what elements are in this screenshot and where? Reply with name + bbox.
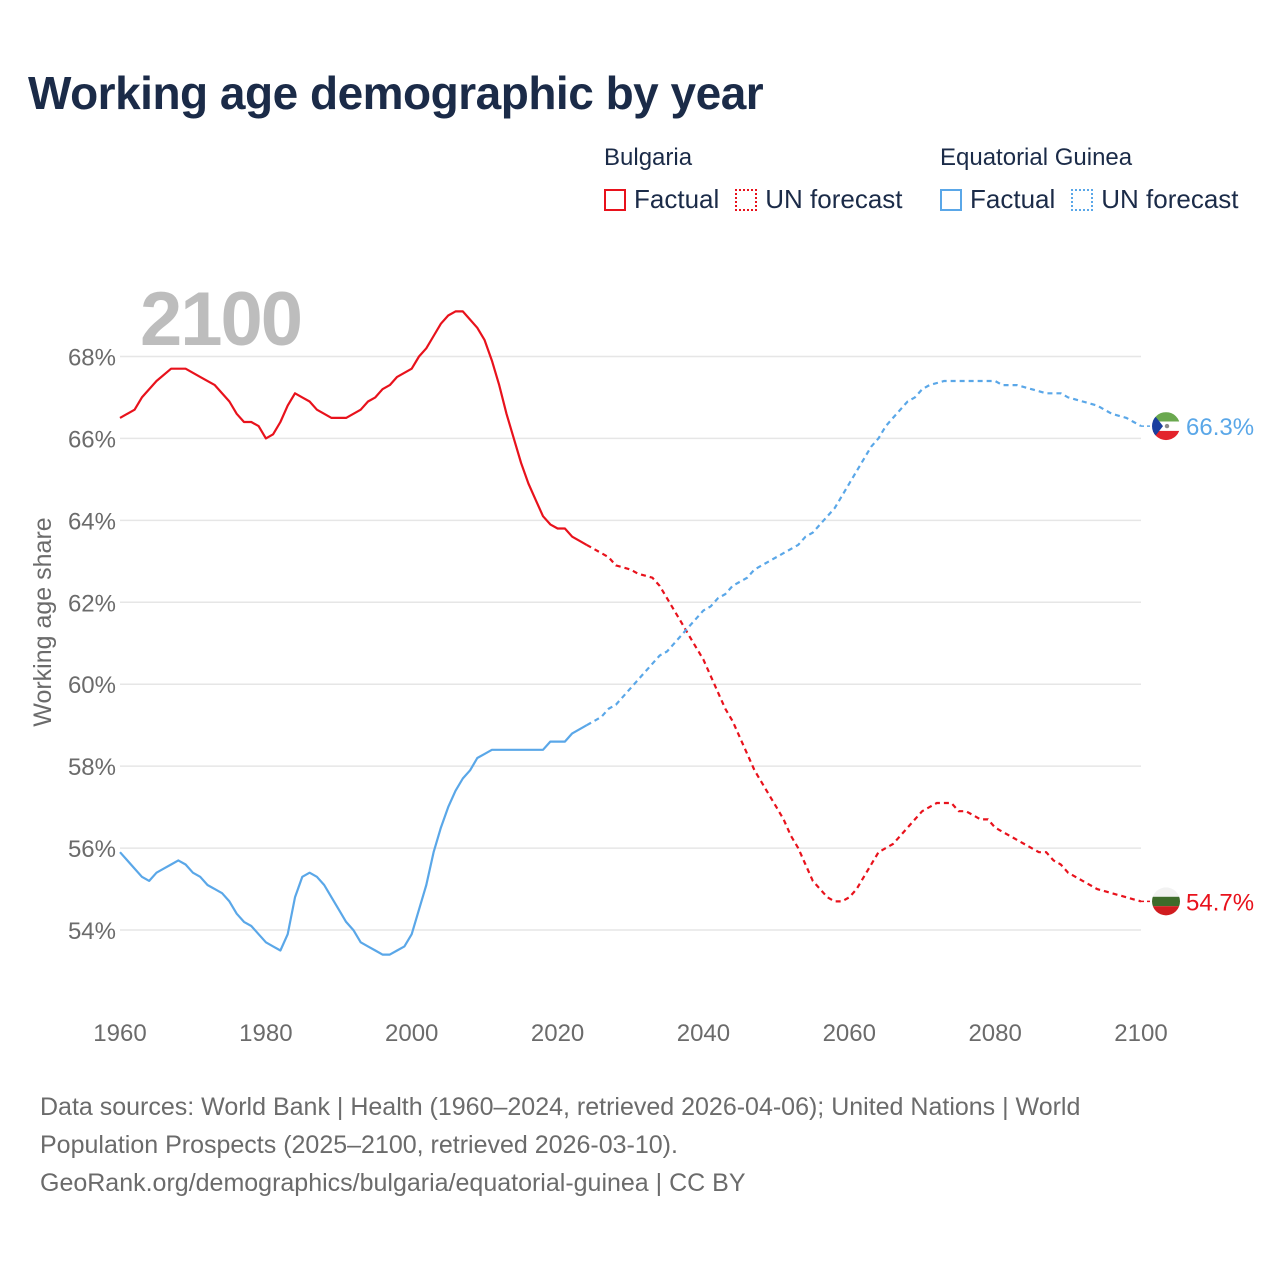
- y-axis-label: Working age share: [29, 517, 57, 726]
- legend-swatch-solid-icon: [604, 188, 626, 211]
- legend-swatch-dotted-icon: [1071, 188, 1094, 211]
- y-tick-label: 64%: [68, 508, 116, 535]
- y-tick-label: 56%: [68, 836, 116, 863]
- legend-label: UN forecast: [765, 184, 903, 214]
- legend-label: Factual: [970, 184, 1056, 214]
- legend-swatch-dotted-icon: [735, 188, 758, 211]
- footer-sources: Data sources: World Bank | Health (1960–…: [40, 1088, 1220, 1202]
- series-line-forecast[interactable]: [586, 543, 1142, 903]
- legend-country-bulgaria: Bulgaria: [604, 144, 693, 171]
- x-tick-label: 2020: [531, 1020, 584, 1047]
- y-tick-label: 68%: [68, 344, 116, 371]
- legend-group-equatorial-guinea: Equatorial Guinea Factual UN forecast: [940, 144, 1239, 215]
- y-tick-label: 58%: [68, 754, 116, 781]
- legend-country-equatorial-guinea: Equatorial Guinea: [940, 144, 1133, 171]
- x-tick-label: 2080: [968, 1020, 1021, 1047]
- x-tick-label: 2000: [385, 1020, 438, 1047]
- legend-item-eq-guinea-forecast[interactable]: UN forecast: [1071, 184, 1239, 215]
- series-line-forecast[interactable]: [586, 379, 1142, 727]
- series-lines: [119, 310, 1142, 956]
- gridlines: [120, 355, 1141, 931]
- bulgaria-flag-icon: [1152, 887, 1180, 916]
- end-value-label: 66.3%: [1186, 414, 1254, 441]
- legend-item-bulgaria-factual[interactable]: Factual: [604, 184, 719, 215]
- series-line-factual[interactable]: [119, 310, 588, 546]
- x-tick-label: 1960: [93, 1020, 146, 1047]
- line-chart: 54% 56% 58% 60% 62% 64% 66% 68% 1960 1980 2000 202…: [29, 310, 1254, 1047]
- x-tick-label: 2040: [677, 1020, 730, 1047]
- x-tick-label: 1980: [239, 1020, 292, 1047]
- y-tick-label: 54%: [68, 918, 116, 945]
- legend-swatch-solid-icon: [940, 188, 962, 211]
- equatorial-guinea-flag-icon: [1152, 412, 1180, 441]
- legend-item-eq-guinea-factual[interactable]: Factual: [940, 184, 1055, 215]
- legend-item-bulgaria-forecast[interactable]: UN forecast: [735, 184, 903, 215]
- series-line-factual[interactable]: [119, 724, 588, 956]
- x-tick-label: 2100: [1114, 1020, 1167, 1047]
- end-value-label: 54.7%: [1186, 889, 1254, 916]
- y-tick-label: 62%: [68, 590, 116, 617]
- chart-title: Working age demographic by year: [28, 67, 764, 119]
- footer-line: Population Prospects (2025–2100, retriev…: [40, 1131, 678, 1159]
- legend-group-bulgaria: Bulgaria Factual UN forecast: [604, 144, 903, 215]
- footer-line: GeoRank.org/demographics/bulgaria/equato…: [40, 1169, 746, 1197]
- y-tick-label: 60%: [68, 672, 116, 699]
- year-indicator: 2100: [140, 277, 303, 362]
- x-axis-ticks: 1960 1980 2000 2020 2040 2060 2080 2100: [93, 1020, 1167, 1047]
- y-axis-ticks: 54% 56% 58% 60% 62% 64% 66% 68%: [68, 344, 116, 945]
- end-markers: 54.7% 66.3%: [1141, 412, 1254, 916]
- legend-label: UN forecast: [1101, 184, 1239, 214]
- y-tick-label: 66%: [68, 426, 116, 453]
- footer-line: Data sources: World Bank | Health (1960–…: [40, 1093, 1081, 1121]
- x-tick-label: 2060: [823, 1020, 876, 1047]
- legend-label: Factual: [634, 184, 720, 214]
